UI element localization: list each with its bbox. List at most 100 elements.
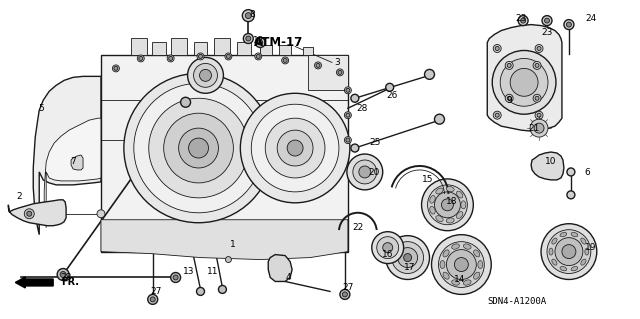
- Circle shape: [344, 87, 351, 94]
- Circle shape: [167, 55, 174, 62]
- Circle shape: [566, 22, 572, 27]
- Circle shape: [347, 154, 383, 190]
- Ellipse shape: [560, 232, 567, 237]
- Text: 28: 28: [356, 104, 367, 113]
- Circle shape: [342, 292, 348, 297]
- Circle shape: [245, 13, 252, 19]
- Circle shape: [533, 94, 541, 102]
- Circle shape: [193, 63, 218, 87]
- Text: 9: 9: [506, 96, 512, 105]
- Circle shape: [454, 257, 468, 271]
- Circle shape: [545, 18, 550, 23]
- Circle shape: [243, 33, 253, 43]
- Text: 21: 21: [529, 124, 540, 133]
- Circle shape: [392, 241, 424, 273]
- Circle shape: [372, 232, 404, 263]
- Text: 25: 25: [369, 137, 380, 146]
- Circle shape: [180, 97, 191, 107]
- Polygon shape: [101, 220, 348, 260]
- Polygon shape: [308, 56, 348, 90]
- Circle shape: [173, 275, 178, 280]
- Text: 22: 22: [352, 223, 364, 232]
- Circle shape: [287, 140, 303, 156]
- Ellipse shape: [581, 238, 586, 244]
- Text: ATM-17: ATM-17: [253, 36, 303, 49]
- Circle shape: [150, 297, 156, 302]
- Ellipse shape: [443, 272, 449, 279]
- Circle shape: [169, 56, 173, 60]
- Circle shape: [138, 55, 144, 62]
- Circle shape: [134, 83, 263, 213]
- Circle shape: [314, 62, 321, 69]
- Ellipse shape: [560, 266, 567, 271]
- Circle shape: [535, 45, 543, 52]
- Circle shape: [197, 53, 204, 60]
- Ellipse shape: [440, 261, 445, 269]
- Circle shape: [164, 113, 234, 183]
- Polygon shape: [279, 46, 291, 56]
- Circle shape: [541, 224, 596, 279]
- Ellipse shape: [478, 261, 483, 269]
- Circle shape: [139, 56, 143, 60]
- Circle shape: [533, 62, 541, 70]
- Polygon shape: [131, 38, 147, 56]
- Circle shape: [283, 58, 287, 63]
- Text: 13: 13: [183, 267, 195, 276]
- Circle shape: [567, 191, 575, 199]
- Ellipse shape: [581, 259, 586, 265]
- Circle shape: [537, 47, 541, 50]
- Circle shape: [316, 63, 320, 67]
- Ellipse shape: [446, 187, 454, 192]
- Text: 14: 14: [454, 275, 465, 284]
- Circle shape: [351, 144, 359, 152]
- Text: 24: 24: [585, 14, 596, 23]
- Circle shape: [346, 138, 350, 142]
- Circle shape: [493, 111, 501, 119]
- Circle shape: [505, 62, 513, 70]
- Polygon shape: [33, 76, 101, 235]
- Circle shape: [422, 179, 474, 231]
- Circle shape: [218, 286, 227, 293]
- Text: 3: 3: [334, 58, 340, 67]
- Circle shape: [265, 118, 325, 178]
- Circle shape: [198, 55, 202, 58]
- Circle shape: [520, 18, 525, 23]
- Circle shape: [495, 113, 499, 117]
- Circle shape: [435, 114, 444, 124]
- Circle shape: [404, 254, 412, 262]
- Circle shape: [542, 16, 552, 26]
- Circle shape: [171, 272, 180, 282]
- Text: SDN4-A1200A: SDN4-A1200A: [488, 297, 547, 306]
- Text: 27: 27: [342, 283, 353, 292]
- Circle shape: [97, 210, 105, 218]
- Circle shape: [148, 98, 248, 198]
- Polygon shape: [268, 255, 292, 281]
- Text: FR.: FR.: [61, 278, 79, 287]
- Text: 10: 10: [545, 158, 557, 167]
- Circle shape: [500, 58, 548, 106]
- Circle shape: [507, 63, 511, 67]
- Polygon shape: [44, 118, 101, 228]
- Polygon shape: [8, 200, 66, 226]
- Ellipse shape: [463, 244, 471, 249]
- Text: 15: 15: [422, 175, 433, 184]
- Circle shape: [435, 192, 460, 218]
- Circle shape: [255, 53, 262, 60]
- Polygon shape: [214, 38, 230, 56]
- Circle shape: [346, 88, 350, 92]
- Ellipse shape: [552, 259, 557, 265]
- Circle shape: [438, 241, 484, 287]
- Circle shape: [530, 119, 548, 137]
- Circle shape: [351, 94, 359, 102]
- Circle shape: [225, 53, 232, 60]
- Polygon shape: [71, 155, 83, 170]
- Circle shape: [534, 123, 544, 133]
- Ellipse shape: [456, 191, 463, 198]
- Circle shape: [24, 209, 35, 219]
- Circle shape: [188, 57, 223, 93]
- Circle shape: [359, 166, 371, 178]
- Circle shape: [252, 104, 339, 192]
- Circle shape: [258, 40, 263, 45]
- Ellipse shape: [446, 218, 454, 223]
- Circle shape: [383, 243, 393, 253]
